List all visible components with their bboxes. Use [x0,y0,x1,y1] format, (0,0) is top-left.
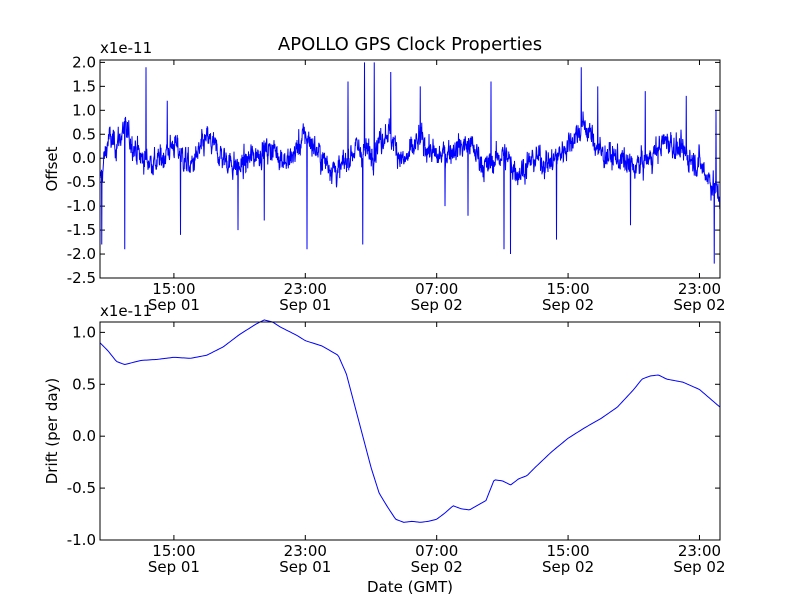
offset-xtick-date-label: Sep 02 [673,296,725,314]
offset-xtick-date-label: Sep 01 [148,296,200,314]
offset-ticks: -2.5 -2.0 -1.5 -1.0 -0.5 0.0 0.5 1.0 1.5 2.0 15:00… [67,53,726,314]
drift-xtick-time-label: 23:00 [284,542,327,560]
offset-xtick-date-label: Sep 02 [411,296,463,314]
drift-xtick-date-label: Sep 01 [148,558,200,576]
drift-y-axis-label: Drift (per day) [43,378,61,485]
drift-ytick-label: 1.0 [72,323,96,341]
offset-xtick-time-label: 23:00 [284,280,327,298]
offset-ytick-label: -1.0 [67,197,96,215]
drift-xtick-time-label: 23:00 [678,542,721,560]
offset-ytick-label: 1.0 [72,101,96,119]
chart-title: APOLLO GPS Clock Properties [278,34,542,55]
offset-ytick-label: 0.5 [72,125,96,143]
offset-plot-frame [99,59,721,279]
offset-panel: APOLLO GPS Clock Properties x1e-11 Offse… [43,34,726,314]
drift-xtick-time-label: 07:00 [415,542,458,560]
offset-y-axis-label: Offset [43,146,61,191]
offset-ytick-label: -0.5 [67,173,96,191]
drift-xtick-date-label: Sep 02 [411,558,463,576]
drift-y-multiplier: x1e-11 [100,302,152,320]
offset-ytick-label: -1.5 [67,221,96,239]
offset-xtick-time-label: 23:00 [678,280,721,298]
offset-series-line [99,62,721,264]
offset-ytick-label: 1.5 [72,77,96,95]
drift-xtick-date-label: Sep 01 [279,558,331,576]
offset-xtick-time-label: 15:00 [546,280,589,298]
drift-ytick-label: 0.0 [72,427,96,445]
drift-ytick-label: 0.5 [72,375,96,393]
offset-ytick-label: 0.0 [72,149,96,167]
drift-x-axis-label: Date (GMT) [367,578,453,596]
drift-xtick-time-label: 15:00 [152,542,195,560]
drift-xtick-date-label: Sep 02 [673,558,725,576]
drift-series-line [99,319,721,523]
offset-xtick-time-label: 07:00 [415,280,458,298]
drift-plot-frame [99,321,721,541]
offset-xtick-time-label: 15:00 [152,280,195,298]
offset-xtick-date-label: Sep 01 [279,296,331,314]
offset-ytick-label: -2.0 [67,245,96,263]
offset-y-multiplier: x1e-11 [100,39,152,57]
drift-xtick-date-label: Sep 02 [542,558,594,576]
drift-xtick-time-label: 15:00 [546,542,589,560]
drift-panel: x1e-11 Drift (per day) Date (GMT) -1.0 -0… [43,302,726,596]
offset-ytick-label: -2.5 [67,269,96,287]
drift-ytick-label: -1.0 [67,531,96,549]
drift-ytick-label: -0.5 [67,479,96,497]
offset-ytick-label: 2.0 [72,53,96,71]
offset-xtick-date-label: Sep 02 [542,296,594,314]
